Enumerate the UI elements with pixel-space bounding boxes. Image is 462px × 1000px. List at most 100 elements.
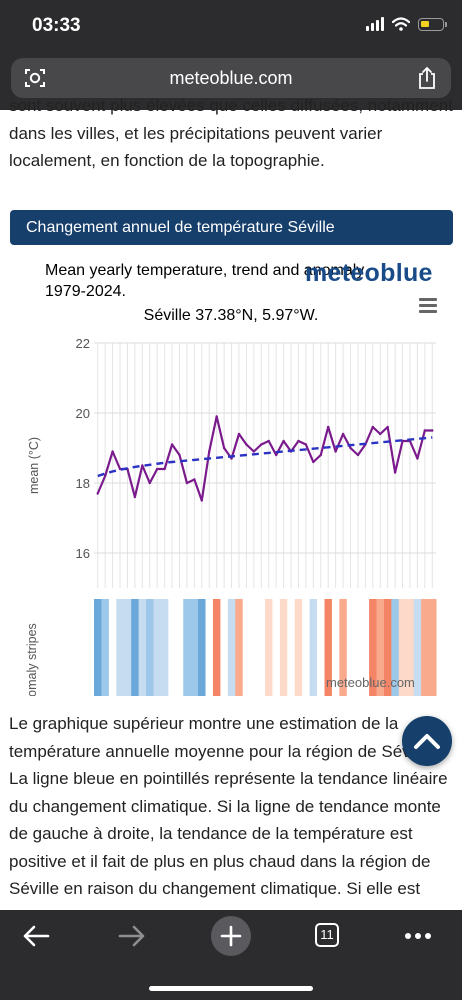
address-bar[interactable]: meteoblue.com — [11, 58, 451, 98]
y-tick-label: 18 — [76, 476, 90, 491]
plus-icon — [220, 925, 242, 947]
anomaly-stripe — [413, 599, 422, 696]
url-text[interactable]: meteoblue.com — [169, 68, 293, 88]
temperature-point — [297, 439, 300, 443]
anomaly-stripe — [309, 599, 318, 696]
temperature-point — [245, 443, 248, 446]
chevron-up-icon — [414, 734, 440, 749]
temperature-point — [170, 443, 174, 446]
temperature-point — [185, 481, 189, 485]
temperature-chart: Mean yearly temperature, trend and anoma… — [0, 256, 462, 696]
y-tick-label: 20 — [76, 406, 90, 421]
anomaly-stripe — [168, 599, 177, 696]
temperature-point — [282, 439, 285, 443]
temperature-point — [319, 453, 322, 457]
anomaly-stripe — [331, 599, 340, 696]
anomaly-stripe — [131, 599, 140, 696]
temperature-point — [431, 429, 434, 432]
anomaly-stripe — [108, 599, 117, 696]
temperature-point — [341, 432, 345, 436]
browser-bottom-bar: 11 — [0, 910, 462, 1000]
y-axis-title: mean (°C) — [27, 437, 41, 494]
anomaly-stripe — [361, 599, 370, 696]
temperature-point — [416, 457, 419, 460]
temperature-point — [423, 429, 427, 432]
anomaly-stripe — [279, 599, 288, 696]
anomaly-stripe — [116, 599, 125, 696]
y-tick-label: 22 — [76, 336, 90, 351]
temperature-point — [141, 464, 144, 467]
chart-plot: 1618202219801983198619891992199519982001… — [25, 336, 437, 696]
temperature-point — [371, 425, 375, 429]
anomaly-stripe — [294, 599, 303, 696]
anomaly-stripe — [175, 599, 184, 696]
anomaly-stripe — [205, 599, 214, 696]
anomaly-stripe — [324, 599, 333, 696]
home-indicator — [149, 986, 313, 991]
anomaly-stripe — [220, 599, 229, 696]
status-time: 03:33 — [32, 15, 81, 36]
anomaly-stripe — [212, 599, 221, 696]
temperature-point — [230, 457, 233, 460]
anomaly-stripe — [101, 599, 110, 696]
new-tab-button[interactable] — [211, 916, 251, 956]
wifi-icon — [392, 17, 410, 31]
temperature-point — [267, 439, 270, 443]
temperature-point — [393, 471, 397, 474]
temperature-point — [334, 450, 337, 453]
temperature-point — [103, 474, 107, 478]
temperature-point — [178, 453, 181, 457]
anomaly-stripe — [317, 599, 325, 696]
trend-series-line — [97, 436, 433, 478]
status-icons — [366, 17, 447, 31]
chart-credit: meteoblue.com — [326, 675, 415, 690]
anomaly-stripe — [272, 599, 281, 696]
anomaly-stripe — [339, 599, 348, 696]
temperature-point — [260, 443, 263, 446]
anomaly-stripe — [302, 599, 311, 696]
temperature-series-line — [96, 415, 433, 502]
browser-top-bar: 03:33 meteoblue.com — [0, 0, 462, 110]
temperature-point — [237, 432, 241, 436]
temperature-point — [155, 467, 159, 471]
scroll-to-top-button[interactable] — [402, 716, 452, 766]
temperature-point — [200, 499, 204, 502]
anomaly-stripe — [242, 599, 251, 696]
tabs-button[interactable]: 11 — [315, 923, 339, 947]
back-arrow-icon[interactable] — [22, 925, 50, 947]
anomaly-stripe — [383, 599, 392, 696]
temperature-point — [222, 446, 226, 450]
chart-menu-icon[interactable] — [419, 298, 437, 316]
description-paragraph: Le graphique supérieur montre une estima… — [9, 714, 448, 953]
anomaly-stripe — [346, 599, 355, 696]
temperature-point — [111, 450, 114, 453]
anomaly-stripe — [250, 599, 259, 696]
temperature-point — [349, 446, 352, 450]
temperature-point — [208, 450, 211, 453]
anomaly-stripe — [398, 599, 407, 696]
anomaly-stripe — [428, 599, 437, 696]
meteoblue-logo: meteoblue — [305, 259, 433, 287]
temperature-point — [133, 495, 137, 499]
anomaly-stripe — [376, 599, 385, 696]
anomaly-stripe — [94, 599, 102, 696]
share-icon[interactable] — [417, 66, 437, 90]
anomaly-stripe — [153, 599, 162, 696]
anomaly-stripe — [421, 599, 430, 696]
temperature-point — [193, 478, 196, 481]
page-settings-icon[interactable] — [24, 67, 46, 89]
temperature-point — [356, 453, 360, 457]
anomaly-stripe — [235, 599, 244, 696]
temperature-point — [326, 425, 330, 429]
temperature-point — [379, 432, 382, 436]
stripes-axis-title: anomaly stripes — [25, 623, 39, 696]
chart-title: Mean yearly temperature, trend and anoma… — [45, 262, 365, 300]
anomaly-stripe — [287, 599, 296, 696]
temperature-point — [274, 453, 278, 457]
temperature-point — [96, 492, 99, 495]
anomaly-stripe — [391, 599, 400, 696]
forward-arrow-icon[interactable] — [118, 925, 146, 947]
more-options-icon[interactable] — [404, 932, 432, 940]
anomaly-stripe — [406, 599, 415, 696]
anomaly-stripe — [227, 599, 236, 696]
